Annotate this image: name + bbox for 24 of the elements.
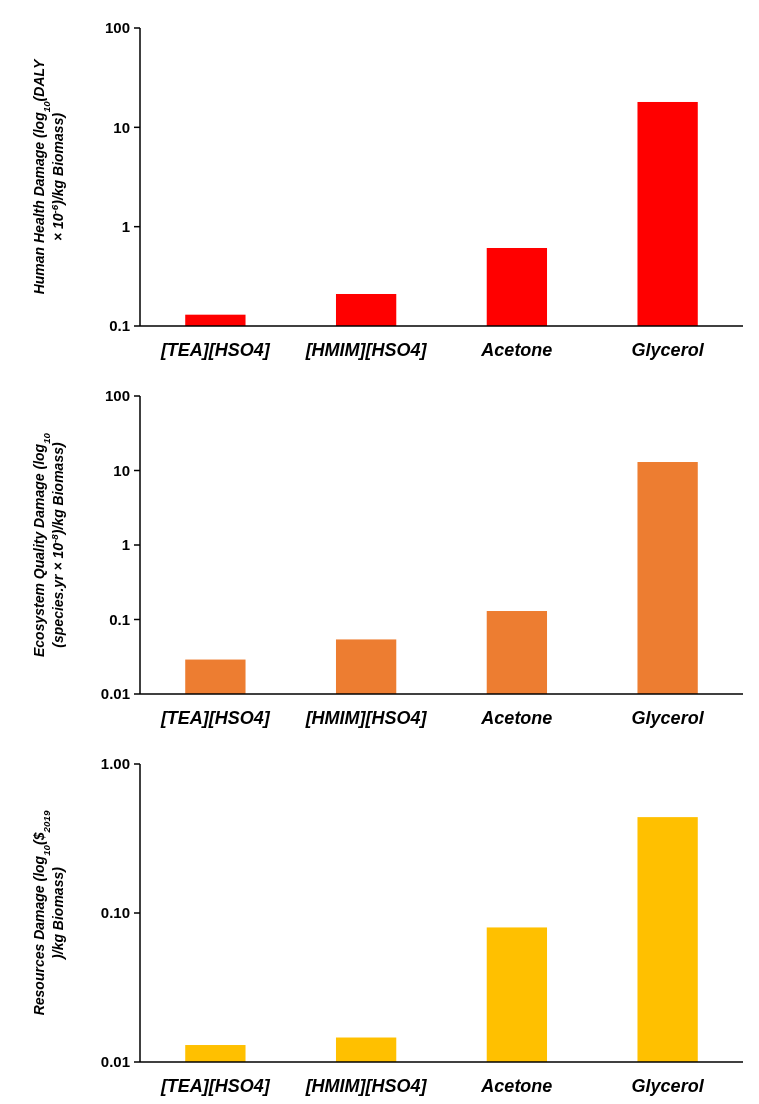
x-tick-label: Glycerol (631, 1076, 705, 1096)
y-tick-label: 100 (104, 19, 130, 37)
y-tick-label: 0.01 (100, 685, 130, 703)
x-tick-label: Acetone (480, 340, 553, 360)
y-tick-label: 0.1 (109, 610, 130, 628)
y-tick-label: 1 (121, 536, 130, 554)
y-tick-label: 0.01 (100, 1053, 130, 1071)
x-tick-label: Acetone (480, 1076, 553, 1096)
x-tick-label: [HMIM][HSO4] (304, 340, 428, 360)
y-tick-label: 0.10 (100, 904, 130, 922)
x-tick-label: Glycerol (631, 340, 705, 360)
x-tick-label: [TEA][HSO4] (159, 708, 271, 728)
y-tick-label: 1 (121, 217, 130, 235)
y-tick-label: 0.1 (109, 317, 130, 335)
x-tick-label: Acetone (480, 708, 553, 728)
x-tick-label: [HMIM][HSO4] (304, 708, 428, 728)
y-tick-label: 10 (113, 461, 130, 479)
y-tick-label: 100 (104, 387, 130, 405)
y-tick-label: 1.00 (100, 755, 130, 773)
x-tick-label: [HMIM][HSO4] (304, 1076, 428, 1096)
x-tick-label: [TEA][HSO4] (159, 340, 271, 360)
y-tick-label: 10 (113, 118, 130, 136)
x-tick-label: [TEA][HSO4] (159, 1076, 271, 1096)
x-tick-label: Glycerol (631, 708, 705, 728)
